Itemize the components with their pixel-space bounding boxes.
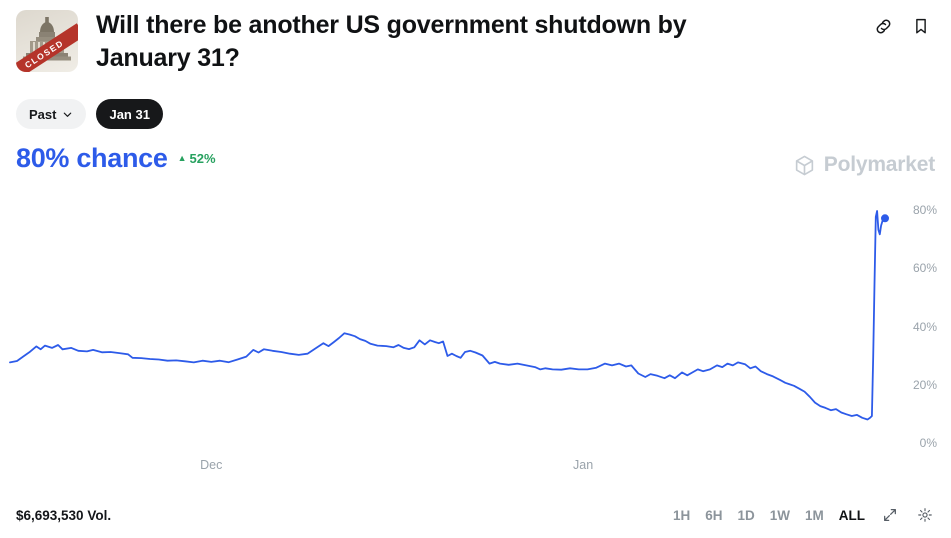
x-axis-label: Jan <box>573 458 594 472</box>
outcome-dropdown-label: Past <box>29 106 57 122</box>
y-axis-label: 0% <box>919 436 937 450</box>
chart-controls: 1H 6H 1D 1W 1M ALL <box>673 505 935 525</box>
chance-change-value: 52% <box>189 151 216 166</box>
chevron-down-icon <box>64 112 72 117</box>
timeframe-1w[interactable]: 1W <box>769 507 790 523</box>
chart-settings-button[interactable] <box>915 505 935 525</box>
date-chip-jan31[interactable]: Jan 31 <box>96 99 163 129</box>
gear-icon <box>918 508 932 522</box>
y-axis-label: 20% <box>912 377 937 392</box>
timeframe-1h[interactable]: 1H <box>672 507 691 523</box>
filters-row: Past Jan 31 <box>16 99 163 129</box>
chart-end-dot <box>881 214 889 223</box>
y-axis-label: 80% <box>912 203 937 217</box>
date-chip-label: Jan 31 <box>109 106 150 122</box>
arrow-up-icon: ▲ <box>177 153 187 163</box>
bookmark-button[interactable] <box>911 16 931 36</box>
market-title: Will there be another US government shut… <box>96 11 687 72</box>
y-axis-label: 60% <box>912 261 937 276</box>
header-actions <box>873 16 931 36</box>
polymarket-watermark-text: Polymarket <box>823 153 935 176</box>
timeframe-6h[interactable]: 6H <box>705 507 723 523</box>
polymarket-logo-icon <box>795 155 813 175</box>
bookmark-icon <box>916 18 926 34</box>
timeframe-1m[interactable]: 1M <box>804 507 824 523</box>
chance-value: 80% chance <box>16 143 168 173</box>
x-axis-label: Dec <box>200 458 223 472</box>
price-chart[interactable] <box>0 196 900 456</box>
x-axis: Dec Jan <box>0 458 900 478</box>
polymarket-watermark: Polymarket <box>793 153 935 177</box>
chance-change: ▲ 52% <box>178 151 216 166</box>
price-row: 80% chance ▲ 52% <box>16 143 216 174</box>
expand-chart-button[interactable] <box>880 505 900 525</box>
chart-area: 80% 60% 40% 20% 0% Dec Jan <box>0 196 951 486</box>
timeframe-1d[interactable]: 1D <box>737 507 755 523</box>
chart-footer: $6,693,530 Vol. 1H 6H 1D 1W 1M ALL <box>16 505 935 525</box>
link-icon <box>876 19 890 33</box>
outcome-dropdown[interactable]: Past <box>16 99 87 129</box>
expand-icon <box>884 509 896 521</box>
volume-label: $6,693,530 Vol. <box>16 507 112 523</box>
market-thumbnail: CLOSED <box>16 10 78 72</box>
y-axis-label: 40% <box>912 319 937 334</box>
copy-link-button[interactable] <box>873 16 893 36</box>
timeframe-all[interactable]: ALL <box>838 507 865 523</box>
